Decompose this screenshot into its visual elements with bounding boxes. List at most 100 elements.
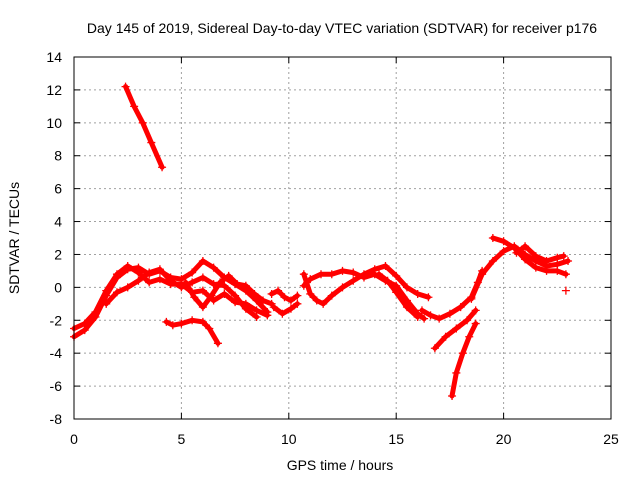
data-point <box>123 261 132 270</box>
data-point <box>319 299 328 308</box>
series-line <box>301 263 431 307</box>
data-point <box>147 138 156 147</box>
data-point <box>488 234 497 242</box>
data-point <box>231 291 240 300</box>
data-point <box>448 391 457 400</box>
data-point <box>250 289 259 298</box>
data-point <box>224 271 233 280</box>
series-arc-q <box>512 242 568 266</box>
data-point <box>278 309 287 318</box>
data-point <box>134 276 143 285</box>
data-point <box>510 243 519 252</box>
series-arc-k <box>375 270 422 321</box>
data-point <box>531 263 540 272</box>
data-point <box>306 289 315 298</box>
grid <box>74 57 611 419</box>
y-tick-label: 6 <box>54 181 62 197</box>
y-axis-label: SDTVAR / TECUs <box>6 182 22 294</box>
data-point <box>188 268 197 277</box>
x-tick-label: 0 <box>70 431 78 447</box>
data-point <box>317 270 326 279</box>
data-point <box>463 316 472 325</box>
data-point <box>338 283 347 292</box>
data-point <box>207 291 216 300</box>
chart-title: Day 145 of 2019, Sidereal Day-to-day VTE… <box>87 20 597 36</box>
data-point <box>205 324 214 333</box>
series-arc-d <box>121 82 167 172</box>
data-point <box>424 293 433 302</box>
data-point <box>471 306 480 315</box>
data-point <box>241 281 250 290</box>
data-point <box>190 293 199 302</box>
y-tick-label: 2 <box>54 246 62 262</box>
data-point <box>392 288 401 297</box>
data-point <box>452 324 461 333</box>
data-point <box>359 273 368 282</box>
y-tick-label: 10 <box>46 115 62 131</box>
y-tick-label: -4 <box>50 345 63 361</box>
series-line <box>449 321 479 399</box>
data-point <box>445 309 454 318</box>
data-point <box>441 332 450 341</box>
series-line <box>271 301 300 317</box>
data-point <box>145 278 154 287</box>
data-point <box>134 268 143 277</box>
data-point <box>299 281 308 290</box>
data-point <box>162 317 171 326</box>
data-point <box>512 248 521 257</box>
y-tick-label: 0 <box>54 279 62 295</box>
data-point <box>521 255 530 264</box>
x-tick-label: 5 <box>178 431 186 447</box>
data-point <box>488 257 497 266</box>
data-point <box>213 339 222 348</box>
data-point <box>413 289 422 298</box>
data-point <box>112 270 121 279</box>
x-tick-label: 25 <box>603 431 619 447</box>
data-point <box>553 266 562 275</box>
y-tick-label: 14 <box>46 49 62 65</box>
data-point <box>456 303 465 312</box>
x-axis-label: GPS time / hours <box>287 457 394 473</box>
data-point <box>259 296 268 305</box>
data-point <box>198 317 207 326</box>
data-point <box>420 314 429 323</box>
data-point <box>559 252 568 261</box>
series-line <box>123 84 165 170</box>
y-tick-label: -8 <box>50 411 63 427</box>
data-point <box>312 296 321 305</box>
data-point <box>435 314 444 323</box>
data-point <box>145 268 154 277</box>
data-point <box>499 247 508 256</box>
data-point <box>252 312 261 321</box>
data-point <box>138 118 147 127</box>
data-point <box>381 261 390 270</box>
data-point <box>306 275 315 284</box>
data-point <box>430 344 439 353</box>
data-point <box>123 283 132 292</box>
data-point <box>181 278 190 287</box>
data-point <box>155 265 164 274</box>
y-tick-label: 12 <box>46 82 62 98</box>
data-point <box>263 311 272 320</box>
data-point <box>91 308 100 317</box>
data-point <box>349 276 358 285</box>
data-point <box>338 266 347 275</box>
data-point <box>542 266 551 275</box>
x-tick-label: 10 <box>281 431 297 447</box>
series-arc-g <box>267 286 302 305</box>
data-point <box>267 289 276 298</box>
y-tick-label: 8 <box>54 148 62 164</box>
data-point <box>478 270 487 279</box>
data-point <box>465 332 474 341</box>
data-point <box>564 257 573 266</box>
data-point <box>561 270 570 279</box>
data-point <box>293 291 302 300</box>
data-point <box>413 312 422 321</box>
data-point <box>216 278 225 287</box>
data-point <box>102 286 111 295</box>
data-point <box>274 286 283 295</box>
data-point <box>521 242 530 251</box>
data-point <box>112 288 121 297</box>
data-point <box>121 82 130 91</box>
data-point <box>458 349 467 358</box>
